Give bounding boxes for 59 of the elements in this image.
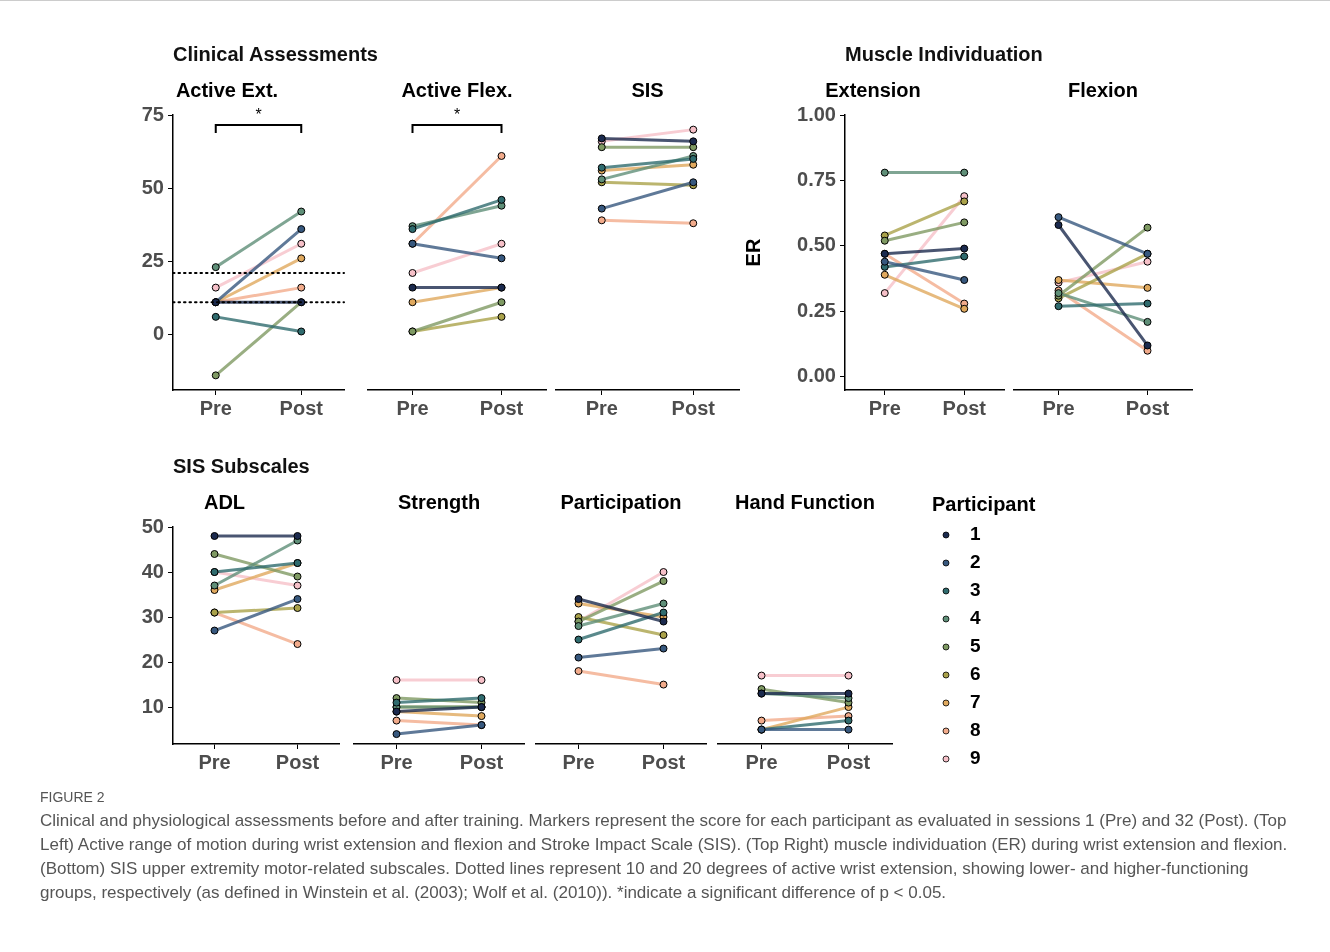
legend-label: 5 <box>970 635 981 657</box>
text: SIS Subscales <box>173 455 310 478</box>
y-tick-label: 20 <box>141 649 164 672</box>
chart-title: Participation <box>560 490 682 513</box>
x-tick-label: Pre <box>396 396 429 419</box>
chart-title: Extension <box>825 78 921 101</box>
y-tick-label: 0.00 <box>797 364 836 387</box>
x-tick-label: Pre <box>868 396 901 419</box>
y-tick-label: 0 <box>152 321 164 344</box>
legend-label: 1 <box>970 523 981 545</box>
x-tick-label: Post <box>641 750 686 773</box>
x-tick-label: Pre <box>380 750 413 773</box>
x-tick-label: Post <box>279 396 324 419</box>
y-tick-label: 0.75 <box>797 167 836 190</box>
chart-title: ADL <box>203 490 246 513</box>
legend-label: 9 <box>970 747 981 769</box>
x-tick-label: Post <box>1125 396 1170 419</box>
legend-label: 4 <box>970 607 981 629</box>
y-tick-label: 10 <box>141 694 164 717</box>
chart-title: Strength <box>397 490 481 513</box>
annotation: * <box>255 106 262 124</box>
text: Clinical Assessments <box>173 43 378 66</box>
legend-label: 3 <box>970 579 981 601</box>
x-tick-label: Pre <box>562 750 595 773</box>
x-tick-label: Pre <box>585 396 618 419</box>
chart-title: Hand Function <box>735 490 875 513</box>
chart-title: Flexion <box>1067 78 1139 101</box>
legend-label: 2 <box>970 551 981 573</box>
y-tick-label: 30 <box>141 604 164 627</box>
legend-title: Participant <box>932 492 1036 515</box>
x-tick-label: Post <box>275 750 320 773</box>
chart-title: Active Flex. <box>401 78 513 101</box>
legend-label: 7 <box>970 691 981 713</box>
legend-label: 6 <box>970 663 981 685</box>
y-tick-label: 0.50 <box>797 233 836 256</box>
legend-label: 8 <box>970 719 981 741</box>
x-tick-label: Post <box>826 750 871 773</box>
x-tick-label: Pre <box>198 750 231 773</box>
y-tick-label: 1.00 <box>797 102 836 125</box>
x-tick-label: Post <box>459 750 504 773</box>
y-tick-label: 25 <box>141 248 164 271</box>
text: Muscle Individuation <box>845 43 1043 66</box>
y-tick-label: 0.25 <box>797 298 836 321</box>
chart-title: Active Ext. <box>175 78 279 101</box>
x-tick-label: Post <box>671 396 716 419</box>
caption: FIGURE 2 <box>40 789 105 805</box>
text: Clinical and physiological assessments before and after training. Markers represent the score for each participant as evaluated in sessions 1 (Pre) and 32 (Post). (Top Left) Active range of motion during wrist extension and flexion and Stroke Impact Scale (SIS). (Top Right) muscle individuation (ER) during wrist extension and flexion. (Bottom) SIS upper extremity motor-related subscales. Dotted lines represent 10 and 20 degrees of active wrist extension, showing lower- and higher-functioning groups, respectively (as defined in Winstein et al. (2003); Wolf et al. (2010)). *indicate a significant difference of p < 0.05. <box>40 810 1289 904</box>
y-tick-label: 40 <box>141 559 164 582</box>
x-tick-label: Pre <box>745 750 778 773</box>
x-tick-label: Pre <box>199 396 232 419</box>
y-tick-label: 50 <box>141 175 164 198</box>
y-tick-label: 75 <box>141 102 164 125</box>
x-tick-label: Post <box>942 396 987 419</box>
y-axis-title: ER <box>741 238 764 267</box>
annotation: * <box>453 106 461 124</box>
x-tick-label: Post <box>479 396 524 419</box>
y-tick-label: 50 <box>141 514 164 537</box>
chart-title: SIS <box>631 78 664 101</box>
x-tick-label: Pre <box>1042 396 1075 419</box>
